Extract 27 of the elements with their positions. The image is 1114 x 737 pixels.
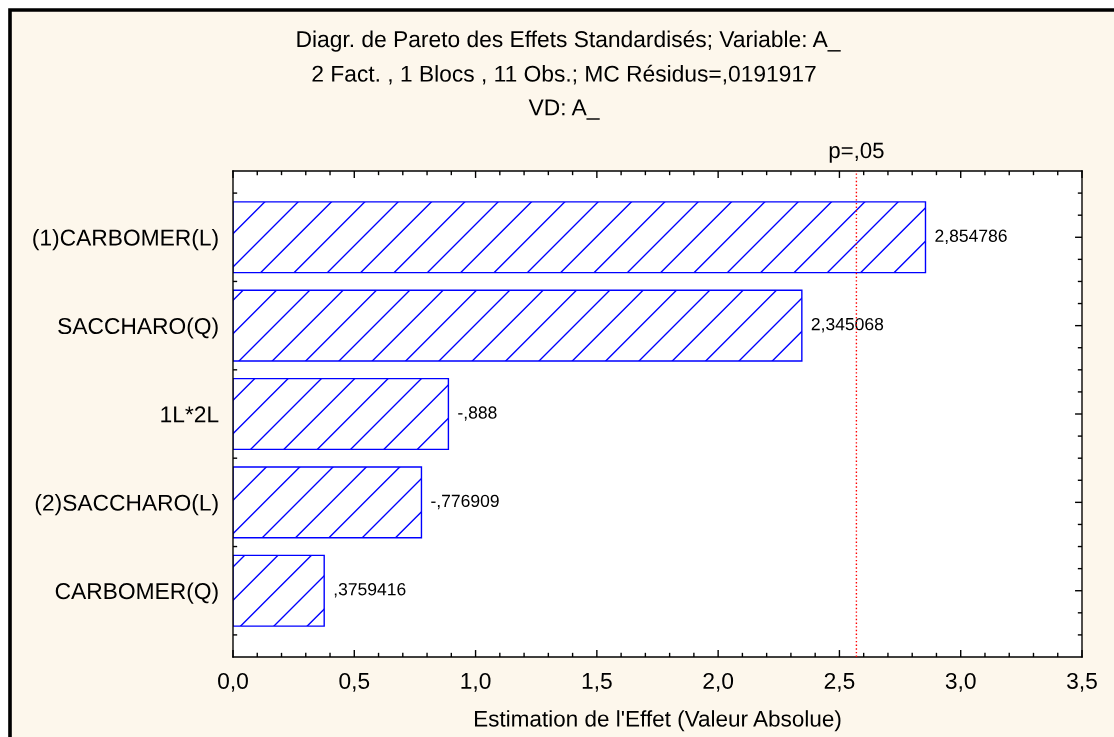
bar <box>233 377 450 451</box>
y-tick-label: 1L*2L <box>161 406 219 423</box>
x-tick-label: 2,0 <box>703 672 734 692</box>
x-axis-title: Estimation de l'Effet (Valeur Absolue) <box>475 710 841 732</box>
x-tick-label: 0,0 <box>218 672 248 692</box>
x-tick-label: 2,5 <box>824 672 855 692</box>
x-tick-label: 3,0 <box>945 672 976 692</box>
bar <box>233 289 803 362</box>
data-label: 2,345068 <box>811 317 884 333</box>
bar <box>233 466 423 539</box>
x-tick-label: 3,5 <box>1067 672 1097 692</box>
x-tick-label: 1,5 <box>582 673 612 692</box>
y-tick-label: (2)SACCHARO(L) <box>35 494 218 516</box>
annotation: -,776909 <box>431 494 499 510</box>
ref-line-label: p=,05 <box>829 142 884 163</box>
chart-subtitle: 2 Fact. , 1 Blocs , 11 Obs.; MC Résidus=,0191917 VD: A_ <box>312 64 816 120</box>
bar <box>233 201 927 274</box>
x-tick-label: 1,0 <box>461 672 491 692</box>
chart-title: Diagr. de Pareto des Effets Standardisés; Variable: A_ <box>297 30 841 52</box>
bar <box>233 554 325 627</box>
annotation: ,3759416 <box>334 583 406 598</box>
x-tick-label: 0,5 <box>339 672 370 692</box>
data-label: 2,854786 <box>935 229 1007 245</box>
y-tick-label: SACCHARO(Q) <box>58 317 218 339</box>
annotation: -,888 <box>458 406 497 421</box>
y-tick-label: CARBOMER(Q) <box>55 582 218 604</box>
y-tick-label: (1)CARBOMER(L) <box>33 229 218 251</box>
